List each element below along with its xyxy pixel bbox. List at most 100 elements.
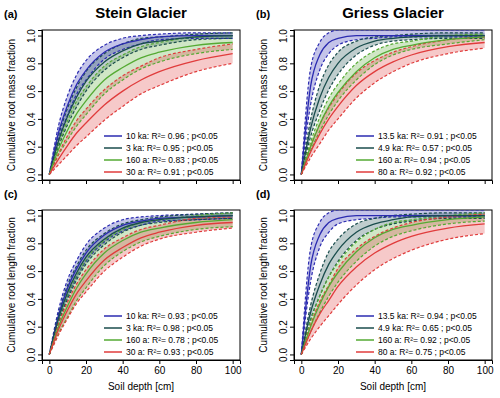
x-tick-mark <box>338 360 339 364</box>
y-tick-mark <box>38 271 42 272</box>
plot-frame <box>42 210 240 360</box>
y-tick-label: 0.2 <box>26 140 37 154</box>
y-tick-label: 1.0 <box>278 209 289 223</box>
x-tick <box>338 180 339 184</box>
y-axis-title: Cumulative root length fraction <box>258 217 269 353</box>
band-edge <box>49 227 232 355</box>
x-tick-mark <box>411 360 412 364</box>
y-tick: 0.2 <box>26 140 42 154</box>
legend-label: 10 ka: R²= 0.93 ; p<0.05 <box>126 311 218 321</box>
x-tick-mark <box>375 360 376 364</box>
plot-area <box>49 213 232 355</box>
band-edge <box>49 228 232 354</box>
x-axis-line <box>295 361 493 365</box>
y-tick: 0.4 <box>278 292 294 306</box>
y-tick: 0.8 <box>26 56 42 70</box>
legend-swatch <box>104 171 122 173</box>
legend-swatch <box>356 339 374 341</box>
legend-swatch <box>356 351 374 353</box>
plot-frame <box>42 30 240 180</box>
y-tick: 0.6 <box>278 264 294 278</box>
y-axis-title: Cumulative root mass fraction <box>258 39 269 171</box>
confidence-band <box>301 210 484 354</box>
legend-label: 160 a: R²= 0.94 ; p<0.05 <box>378 155 470 165</box>
x-tick <box>233 180 234 184</box>
x-tick-mark <box>49 360 50 364</box>
legend-label: 10 ka: R²= 0.96 ; p<0.05 <box>126 131 218 141</box>
y-tick: 0.4 <box>26 112 42 126</box>
x-tick: 100 <box>477 360 494 376</box>
y-tick-mark <box>290 174 294 175</box>
x-tick-mark <box>196 180 197 184</box>
x-tick: 80 <box>191 360 203 376</box>
y-tick-mark <box>38 354 42 355</box>
y-tick: 0.8 <box>278 56 294 70</box>
x-tick-label: 80 <box>191 365 203 376</box>
confidence-band <box>301 37 484 175</box>
x-axis <box>295 180 493 184</box>
x-tick <box>448 180 449 184</box>
confidence-band <box>49 33 232 175</box>
y-axis: 0.00.20.40.60.81.0 <box>278 29 295 182</box>
band-edge <box>49 38 232 174</box>
plot-area <box>301 210 484 354</box>
confidence-band <box>49 213 232 355</box>
fit-line <box>301 36 484 175</box>
legend-label: 13.5 ka: R²= 0.94 ; p<0.05 <box>378 311 477 321</box>
legend-swatch <box>356 171 374 173</box>
panel-label: (d) <box>256 188 270 200</box>
fit-line <box>301 43 484 175</box>
y-tick: 1.0 <box>278 29 294 43</box>
legend-swatch <box>356 159 374 161</box>
y-tick: 0.6 <box>26 84 42 98</box>
x-tick-label: 100 <box>477 365 494 376</box>
y-tick-label: 0.2 <box>278 320 289 334</box>
legend-swatch <box>104 147 122 149</box>
confidence-band <box>301 34 484 174</box>
x-tick: 40 <box>118 360 130 376</box>
legend-swatch <box>104 351 122 353</box>
x-tick-mark <box>301 360 302 364</box>
fit-line <box>49 36 232 175</box>
legend-label: 80 a: R²= 0.92 ; p<0.05 <box>378 167 466 177</box>
fit-line <box>301 216 484 355</box>
y-axis-line <box>38 211 43 361</box>
y-tick-label: 0.8 <box>278 236 289 250</box>
x-tick-label: 40 <box>118 365 130 376</box>
y-tick-label: 0.8 <box>26 236 37 250</box>
x-tick-mark <box>86 360 87 364</box>
x-axis: 020406080100 <box>295 360 494 376</box>
band-edge <box>301 33 484 175</box>
y-tick-mark <box>38 91 42 92</box>
x-tick-mark <box>448 360 449 364</box>
x-tick: 100 <box>225 360 242 376</box>
x-tick: 20 <box>81 360 93 376</box>
band-edge <box>49 213 232 355</box>
y-axis-line <box>290 31 295 181</box>
legend-swatch <box>104 159 122 161</box>
band-edge <box>301 234 484 355</box>
x-tick-mark <box>485 360 486 364</box>
y-axis-title: Cumulative root mass fraction <box>6 39 17 171</box>
legend-label: 4.9 ka: R²= 0.57 ; p<0.05 <box>378 143 472 153</box>
legend-label: 80 a: R²= 0.75 ; p<0.05 <box>378 347 466 357</box>
legend-label: 160 a: R²= 0.78 ; p<0.05 <box>126 335 218 345</box>
band-edge <box>301 213 484 355</box>
confidence-band <box>301 213 484 355</box>
y-tick-mark <box>290 91 294 92</box>
band-edge <box>49 38 232 174</box>
legend-label: 160 a: R²= 0.83 ; p<0.05 <box>126 155 218 165</box>
panel: 0204060801000.00.20.40.60.81.013.5 ka: R… <box>256 188 494 392</box>
legend-swatch <box>104 135 122 137</box>
panel: 0.0 0.2 0.4 0.6 0.8 1.0 10 ka: R²= 0.96 ; p<0.… <box>4 4 241 184</box>
y-tick: 0.6 <box>26 264 42 278</box>
band-edge <box>301 217 484 355</box>
x-tick <box>301 180 302 184</box>
y-tick-label: 1.0 <box>26 29 37 43</box>
x-tick-mark <box>411 180 412 184</box>
y-tick-label: 0.0 <box>26 348 37 362</box>
fit-line <box>301 216 484 355</box>
x-tick <box>375 180 376 184</box>
y-tick: 0.0 <box>26 168 42 182</box>
y-tick-label: 0.6 <box>26 84 37 98</box>
